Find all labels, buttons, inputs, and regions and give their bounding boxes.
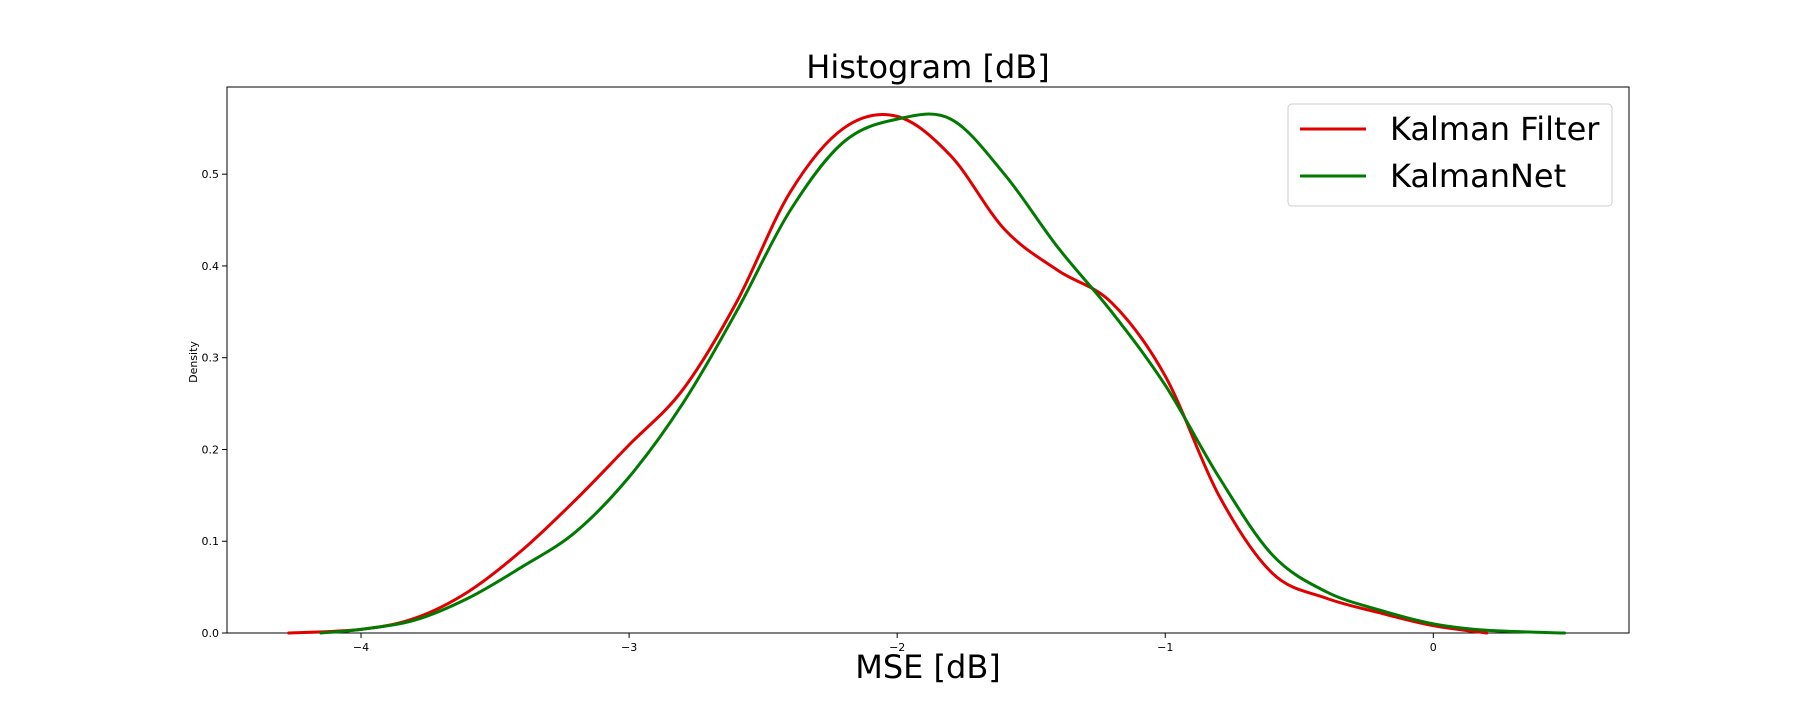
x-axis-label: MSE [dB] — [855, 648, 1001, 686]
series-line-kalman-filter — [287, 113, 1489, 635]
x-tick-label: −3 — [621, 641, 637, 654]
legend-label-kalmannet: KalmanNet — [1390, 157, 1566, 195]
y-axis-ticks: 0.0 0.1 0.2 0.3 0.4 0.5 — [202, 168, 227, 640]
y-tick-label: 0.0 — [202, 627, 220, 640]
x-axis-ticks: −4 −3 −2 −1 0 — [353, 633, 1437, 654]
plot-area-frame — [226, 86, 1630, 634]
x-tick-label: −2 — [889, 641, 905, 654]
x-tick-label: −1 — [1157, 641, 1173, 654]
legend-box — [1287, 103, 1613, 207]
x-tick-label: 0 — [1430, 641, 1437, 654]
y-tick-label: 0.3 — [202, 352, 220, 365]
legend-label-kalman-filter: Kalman Filter — [1390, 110, 1600, 148]
y-tick-label: 0.2 — [202, 443, 220, 456]
y-tick-label: 0.4 — [202, 260, 220, 273]
y-axis-label: Density — [187, 341, 200, 383]
y-tick-label: 0.1 — [202, 535, 220, 548]
legend: Kalman Filter KalmanNet — [1287, 103, 1613, 207]
y-tick-label: 0.5 — [202, 168, 220, 181]
chart-title: Histogram [dB] — [806, 48, 1049, 86]
series-lines — [287, 112, 1567, 635]
series-line-kalmannet — [319, 112, 1567, 635]
x-tick-label: −4 — [353, 641, 369, 654]
